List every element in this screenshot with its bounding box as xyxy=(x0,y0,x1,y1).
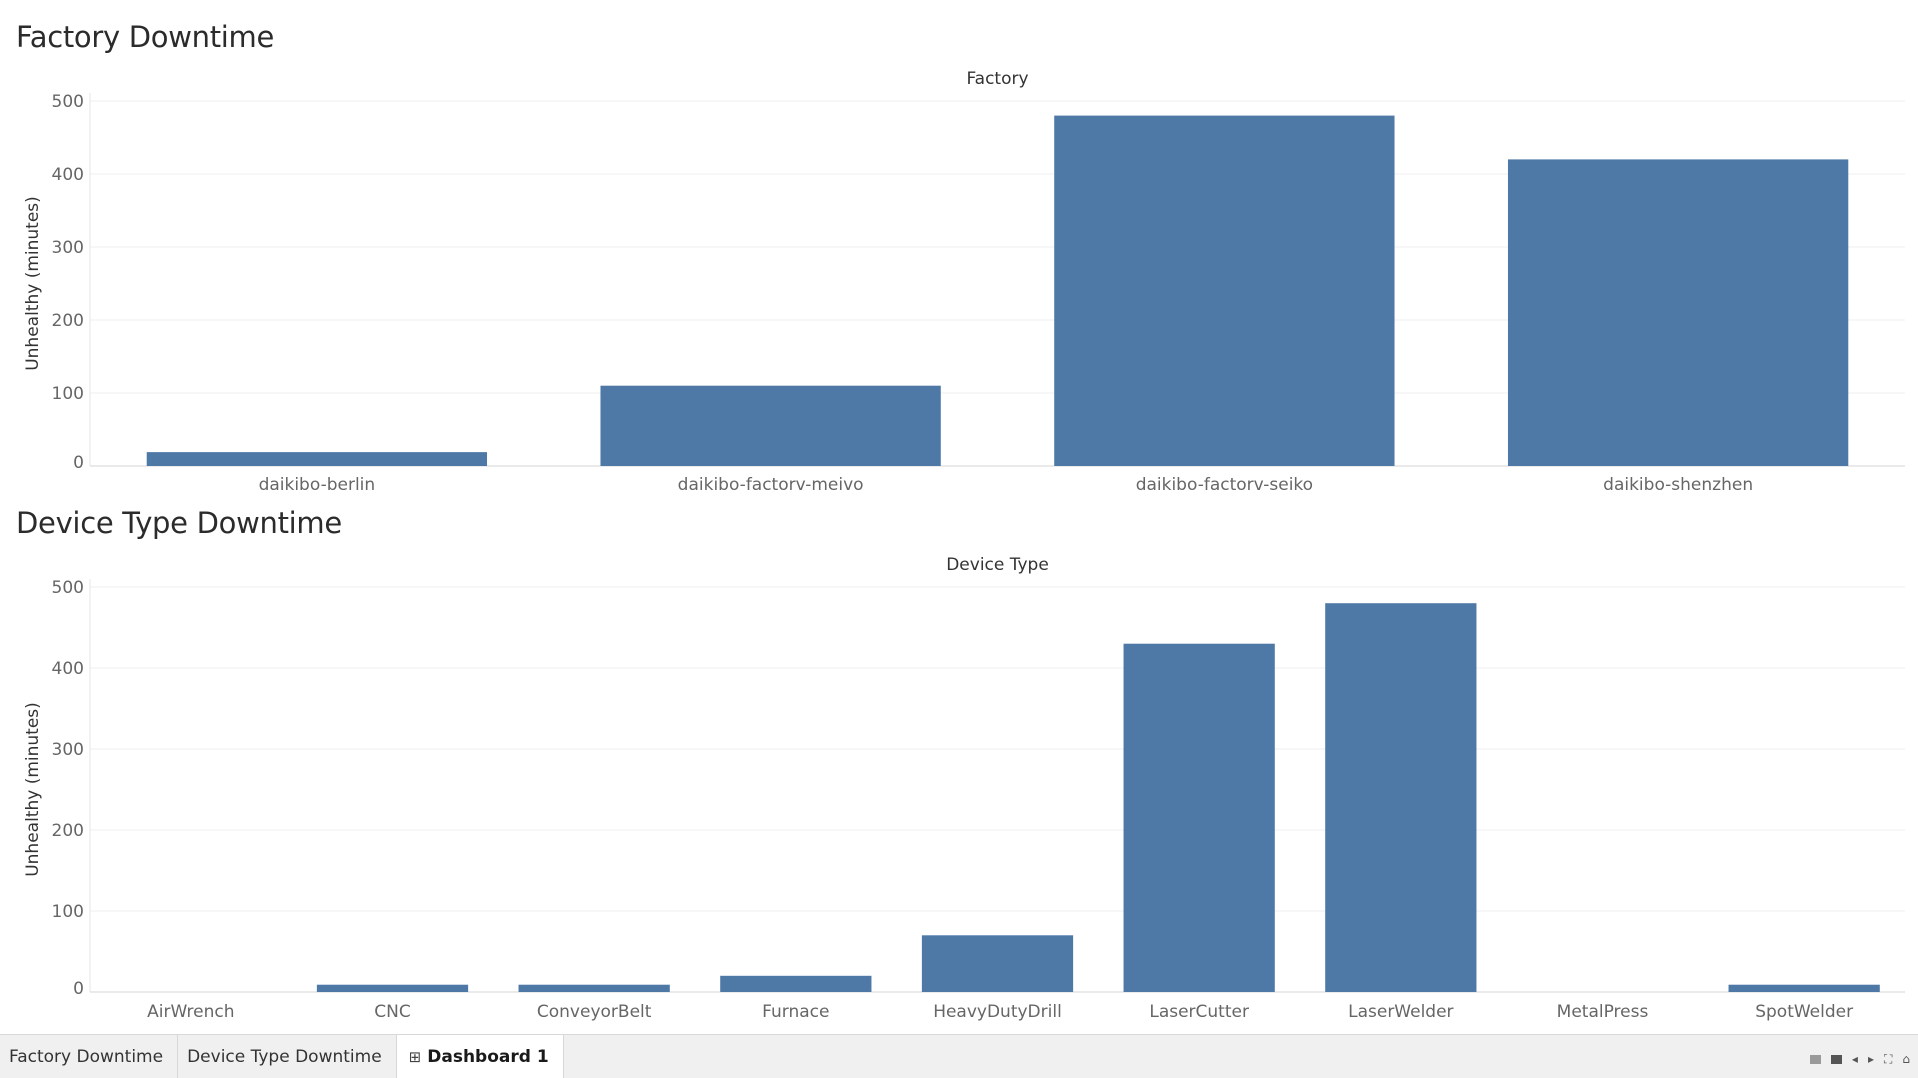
tab-label: Dashboard 1 xyxy=(427,1046,549,1067)
previous-arrow-icon[interactable]: ◂ xyxy=(1851,1052,1858,1066)
x-category-label: HeavyDutyDrill xyxy=(933,1002,1062,1022)
x-category-label: ConveyorBelt xyxy=(537,1002,652,1022)
y-tick-label: 0 xyxy=(73,979,84,999)
tab-label: Factory Downtime xyxy=(9,1046,164,1067)
y-tick-label: 200 xyxy=(52,821,84,841)
x-category-label: daikibo-factorv-seiko xyxy=(1136,475,1313,495)
x-category-label: daikibo-factorv-meivo xyxy=(678,475,864,495)
bar-conveyorbelt xyxy=(518,984,670,992)
bar-daikibo-shenzhen xyxy=(1507,159,1849,466)
y-tick-label: 200 xyxy=(52,311,84,331)
bar-daikibo-factorv-seiko xyxy=(1054,115,1395,466)
tab-navigation-controls: ◂ ▸ ⛶ ⌂ xyxy=(1809,1052,1910,1066)
x-category-label: CNC xyxy=(374,1002,410,1022)
device-type-downtime-chart: Device Type 0 100 200 300 400 500 Unhealthy (mi… xyxy=(23,555,1905,1022)
y-axis-title: Unhealthy (minutes) xyxy=(23,702,43,877)
y-tick-label: 300 xyxy=(52,740,84,760)
y-tick-label: 0 xyxy=(73,453,84,473)
chart-header-title: Factory xyxy=(966,69,1028,89)
chart-header-title: Device Type xyxy=(946,555,1049,575)
x-category-label: LaserWelder xyxy=(1348,1002,1453,1022)
tab-dashboard-1[interactable]: ⊞ Dashboard 1 xyxy=(396,1035,564,1078)
sheet-tab-bar: Factory Downtime Device Type Downtime ⊞ … xyxy=(0,1034,1918,1078)
dashboard-grid-icon: ⊞ xyxy=(408,1047,422,1066)
factory-downtime-chart: Factory 0 100 200 300 400 500 Unhealthy (minute… xyxy=(23,69,1905,495)
fullscreen-icon[interactable]: ⛶ xyxy=(1883,1052,1893,1066)
y-tick-label: 500 xyxy=(52,92,84,112)
next-arrow-icon[interactable]: ▸ xyxy=(1867,1052,1874,1066)
bar-furnace xyxy=(720,975,872,992)
bar-laserwelder xyxy=(1325,603,1477,992)
x-category-label: daikibo-shenzhen xyxy=(1603,475,1753,495)
bar-spotwelder xyxy=(1728,984,1880,992)
bar-heavydutydrill xyxy=(921,935,1074,992)
bar-lasercutter xyxy=(1123,643,1275,992)
tab-factory-downtime[interactable]: Factory Downtime xyxy=(0,1035,179,1078)
x-category-label: SpotWelder xyxy=(1755,1002,1853,1022)
y-tick-label: 500 xyxy=(52,578,84,598)
presentation-icon[interactable]: ⌂ xyxy=(1902,1052,1910,1066)
x-category-label: LaserCutter xyxy=(1149,1002,1249,1022)
y-tick-label: 400 xyxy=(52,659,84,679)
y-tick-label: 400 xyxy=(52,165,84,185)
y-tick-label: 100 xyxy=(52,384,84,404)
x-category-label: MetalPress xyxy=(1557,1002,1649,1022)
tab-device-type-downtime[interactable]: Device Type Downtime xyxy=(178,1035,397,1078)
x-category-label: daikibo-berlin xyxy=(259,475,376,495)
tab-label: Device Type Downtime xyxy=(187,1046,382,1067)
y-tick-label: 300 xyxy=(52,238,84,258)
bar-daikibo-berlin xyxy=(146,452,488,466)
grid-view-icon[interactable] xyxy=(1809,1054,1821,1064)
bar-daikibo-factorv-meivo xyxy=(600,385,941,466)
x-category-label: Furnace xyxy=(762,1002,829,1022)
y-axis-title: Unhealthy (minutes) xyxy=(23,196,43,371)
x-category-label: AirWrench xyxy=(147,1002,234,1022)
single-view-icon[interactable] xyxy=(1830,1054,1842,1064)
bar-cnc xyxy=(316,984,469,992)
device-type-downtime-title: Device Type Downtime xyxy=(16,506,342,540)
factory-downtime-title: Factory Downtime xyxy=(16,20,275,54)
y-tick-label: 100 xyxy=(52,902,84,922)
